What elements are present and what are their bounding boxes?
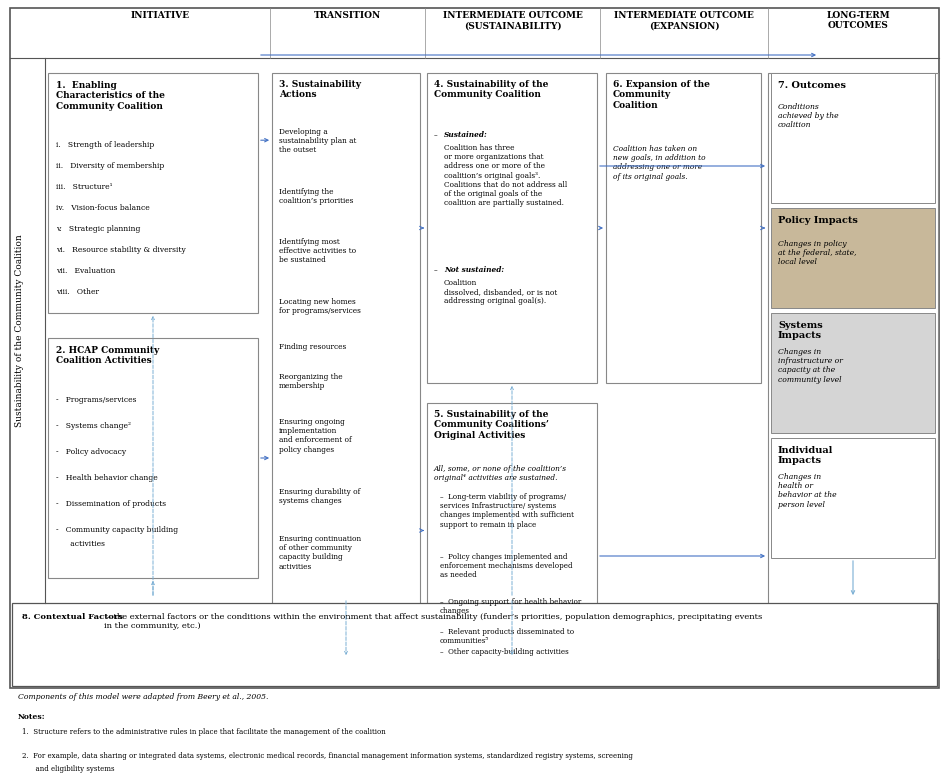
- Bar: [771, 313, 935, 433]
- Text: -   Policy advocacy: - Policy advocacy: [56, 448, 126, 456]
- Bar: [10, 8, 939, 688]
- Text: INITIATIVE: INITIATIVE: [130, 11, 190, 20]
- Text: viii.   Other: viii. Other: [56, 288, 99, 296]
- Text: Individual
Impacts: Individual Impacts: [778, 446, 833, 465]
- Text: –  Policy changes implemented and
enforcement mechanisms developed
as needed: – Policy changes implemented and enforce…: [440, 553, 572, 580]
- Text: 7. Outcomes: 7. Outcomes: [778, 81, 846, 90]
- Text: i.   Strength of leadership: i. Strength of leadership: [56, 141, 155, 149]
- Text: Coalition
dissolved, disbanded, or is not
addressing original goal(s).: Coalition dissolved, disbanded, or is no…: [444, 279, 557, 305]
- Text: –  Other capacity-building activities: – Other capacity-building activities: [440, 648, 568, 656]
- Text: – the external factors or the conditions within the environment that affect sust: – the external factors or the conditions…: [104, 613, 762, 630]
- Text: INTERMEDIATE OUTCOME
(EXPANSION): INTERMEDIATE OUTCOME (EXPANSION): [614, 11, 754, 30]
- Bar: [771, 73, 935, 203]
- Text: Finding resources: Finding resources: [279, 343, 346, 351]
- Text: Changes in
health or
behavior at the
person level: Changes in health or behavior at the per…: [778, 473, 837, 509]
- Text: –  Ongoing support for health behavior
changes: – Ongoing support for health behavior ch…: [440, 598, 581, 615]
- Bar: [48, 338, 258, 578]
- Text: Changes in
infrastructure or
capacity at the
community level: Changes in infrastructure or capacity at…: [778, 348, 843, 383]
- Text: vi.   Resource stability & diversity: vi. Resource stability & diversity: [56, 246, 186, 254]
- Text: Coalition has taken on
new goals, in addition to
addressing one or more
of its o: Coalition has taken on new goals, in add…: [613, 145, 706, 181]
- Text: 1.  Enabling
Characteristics of the
Community Coalition: 1. Enabling Characteristics of the Commu…: [56, 81, 165, 111]
- Text: –: –: [434, 131, 442, 139]
- Text: –: –: [434, 266, 442, 274]
- Text: –  Long-term viability of programs/
services Infrastructure/ systems
changes imp: – Long-term viability of programs/ servi…: [440, 493, 574, 529]
- Text: -   Health behavior change: - Health behavior change: [56, 474, 158, 482]
- Text: Developing a
sustainability plan at
the outset: Developing a sustainability plan at the …: [279, 128, 357, 155]
- Text: Ensuring durability of
systems changes: Ensuring durability of systems changes: [279, 488, 361, 506]
- Text: Sustained:: Sustained:: [444, 131, 488, 139]
- Text: 6. Expansion of the
Community
Coalition: 6. Expansion of the Community Coalition: [613, 80, 710, 110]
- Text: Not sustained:: Not sustained:: [444, 266, 504, 274]
- Text: All, some, or none of the coalition’s
original⁴ activities are sustained.: All, some, or none of the coalition’s or…: [434, 465, 567, 482]
- Text: Identifying most
effective activities to
be sustained: Identifying most effective activities to…: [279, 238, 356, 264]
- Text: Ensuring ongoing
implementation
and enforcement of
policy changes: Ensuring ongoing implementation and enfo…: [279, 418, 352, 454]
- Text: iv.   Vision-focus balance: iv. Vision-focus balance: [56, 204, 150, 212]
- Text: -   Programs/services: - Programs/services: [56, 396, 137, 404]
- Text: -   Community capacity building: - Community capacity building: [56, 526, 178, 534]
- Text: INTERMEDIATE OUTCOME
(SUSTAINABILITY): INTERMEDIATE OUTCOME (SUSTAINABILITY): [443, 11, 583, 30]
- Text: Identifying the
coalition’s priorities: Identifying the coalition’s priorities: [279, 188, 353, 205]
- Text: Components of this model were adapted from Beery et al., 2005.: Components of this model were adapted fr…: [18, 693, 269, 701]
- Bar: [427, 73, 597, 383]
- Bar: [768, 73, 938, 658]
- Bar: [427, 403, 597, 658]
- Text: vii.   Evaluation: vii. Evaluation: [56, 267, 116, 275]
- Text: -   Dissemination of products: - Dissemination of products: [56, 500, 166, 508]
- Text: v.   Strategic planning: v. Strategic planning: [56, 225, 140, 233]
- Text: Systems
Impacts: Systems Impacts: [778, 321, 823, 340]
- Text: Conditions
achieved by the
coalition: Conditions achieved by the coalition: [778, 103, 839, 129]
- Text: 8. Contextual Factors: 8. Contextual Factors: [22, 613, 123, 621]
- Text: Ensuring continuation
of other community
capacity building
activities: Ensuring continuation of other community…: [279, 535, 362, 570]
- Bar: [606, 73, 761, 383]
- Text: 2. HCAP Community
Coalition Activities: 2. HCAP Community Coalition Activities: [56, 346, 159, 366]
- Text: Reorganizing the
membership: Reorganizing the membership: [279, 373, 343, 390]
- Text: TRANSITION: TRANSITION: [314, 11, 381, 20]
- Text: –  Relevant products disseminated to
communities⁵: – Relevant products disseminated to comm…: [440, 628, 574, 645]
- Text: 3. Sustainability
Actions: 3. Sustainability Actions: [279, 80, 361, 100]
- Bar: [771, 208, 935, 308]
- Text: -   Systems change²: - Systems change²: [56, 422, 131, 430]
- Text: ii.   Diversity of membership: ii. Diversity of membership: [56, 162, 164, 170]
- Text: Coalition has three
or more organizations that
address one or more of the
coalit: Coalition has three or more organization…: [444, 144, 568, 207]
- Text: LONG-TERM
OUTCOMES: LONG-TERM OUTCOMES: [827, 11, 890, 30]
- Text: 4. Sustainability of the
Community Coalition: 4. Sustainability of the Community Coali…: [434, 80, 549, 100]
- Bar: [771, 438, 935, 558]
- Text: 1.  Structure refers to the administrative rules in place that facilitate the ma: 1. Structure refers to the administrativ…: [22, 728, 385, 736]
- Text: Changes in policy
at the federal, state,
local level: Changes in policy at the federal, state,…: [778, 240, 857, 267]
- Bar: [48, 73, 258, 313]
- Text: 5. Sustainability of the
Community Coalitions’
Original Activities: 5. Sustainability of the Community Coali…: [434, 410, 549, 440]
- Text: Policy Impacts: Policy Impacts: [778, 216, 858, 225]
- Text: Notes:: Notes:: [18, 713, 46, 721]
- Bar: [272, 73, 420, 658]
- Text: and eligibility systems: and eligibility systems: [22, 765, 115, 773]
- Bar: [12, 603, 937, 686]
- Text: Sustainability of the Community Coalition: Sustainability of the Community Coalitio…: [15, 235, 25, 427]
- Text: Locating new homes
for programs/services: Locating new homes for programs/services: [279, 298, 361, 315]
- Text: iii.   Structure¹: iii. Structure¹: [56, 183, 113, 191]
- Text: 2.  For example, data sharing or integrated data systems, electronic medical rec: 2. For example, data sharing or integrat…: [22, 752, 633, 760]
- Text: activities: activities: [56, 540, 105, 548]
